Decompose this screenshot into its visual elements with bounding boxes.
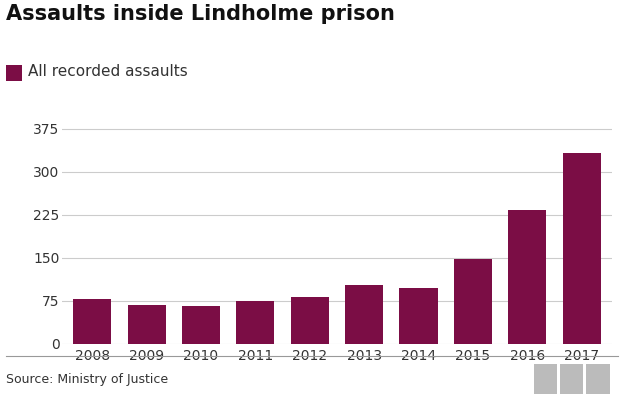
Bar: [454, 260, 492, 344]
Bar: [236, 301, 275, 344]
Bar: [182, 306, 220, 344]
Bar: [508, 210, 546, 344]
Text: C: C: [593, 373, 602, 386]
Bar: [345, 285, 383, 344]
Text: B: B: [567, 373, 576, 386]
Text: Assaults inside Lindholme prison: Assaults inside Lindholme prison: [6, 4, 395, 24]
Bar: [73, 299, 111, 344]
Bar: [291, 297, 329, 344]
Text: Source: Ministry of Justice: Source: Ministry of Justice: [6, 373, 168, 386]
Bar: [563, 154, 601, 344]
Bar: [399, 288, 437, 344]
Text: B: B: [541, 373, 550, 386]
Bar: [128, 305, 166, 344]
Text: All recorded assaults: All recorded assaults: [28, 64, 188, 79]
